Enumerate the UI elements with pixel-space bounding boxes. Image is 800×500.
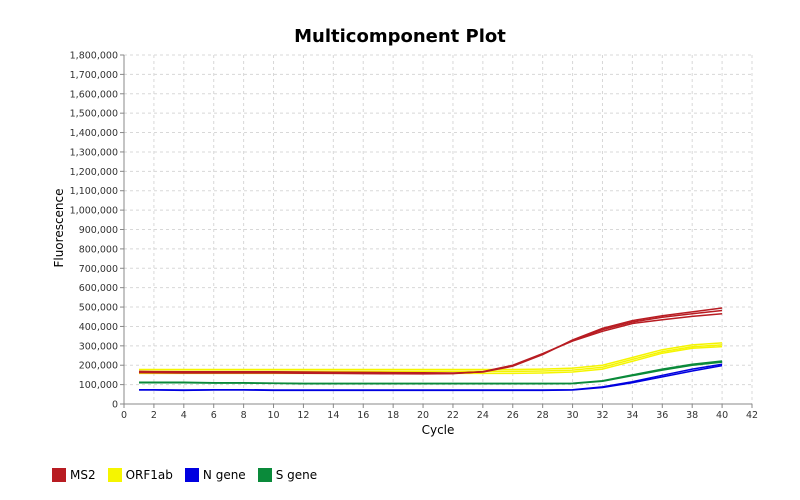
y-tick-label: 200,000 [79, 361, 118, 372]
series-line-s-gene [139, 361, 723, 385]
x-tick-label: 34 [626, 410, 638, 421]
x-tick-label: 38 [686, 410, 698, 421]
y-tick-label: 1,300,000 [70, 147, 118, 158]
y-tick-label: 300,000 [79, 341, 118, 352]
x-tick-label: 0 [121, 410, 127, 421]
y-tick-label: 400,000 [79, 322, 118, 333]
y-tick-label: 1,200,000 [70, 167, 118, 178]
x-axis-label: Cycle [422, 423, 455, 437]
y-tick-label: 900,000 [79, 225, 118, 236]
grid-lines [124, 54, 753, 404]
chart-legend: MS2 ORF1ab N gene S gene [52, 468, 317, 482]
legend-label: N gene [202, 468, 246, 482]
x-tick-label: 22 [447, 410, 459, 421]
x-tick-label: 30 [567, 410, 579, 421]
x-tick-label: 18 [387, 410, 399, 421]
y-tick-label: 500,000 [79, 303, 118, 314]
y-axis-label: Fluorescence [52, 188, 66, 267]
x-tick-label: 4 [181, 410, 187, 421]
y-tick-label: 800,000 [79, 244, 118, 255]
chart-title: Multicomponent Plot [294, 26, 506, 47]
y-tick-label: 0 [112, 400, 118, 411]
x-tick-label: 32 [596, 410, 608, 421]
y-tick-label: 1,800,000 [70, 51, 118, 62]
x-tick-label: 2 [151, 410, 157, 421]
y-tick-label: 100,000 [79, 380, 118, 391]
legend-label: ORF1ab [125, 468, 173, 482]
y-tick-label: 1,500,000 [70, 109, 118, 120]
y-tick-label: 1,600,000 [70, 89, 118, 100]
legend-item-s-gene: S gene [257, 468, 318, 482]
x-tick-label: 24 [477, 410, 489, 421]
x-tick-label: 26 [507, 410, 519, 421]
x-tick-label: 12 [297, 410, 309, 421]
x-tick-label: 42 [746, 410, 758, 421]
legend-item-n-gene: N gene [184, 468, 246, 482]
legend-swatch [257, 468, 272, 482]
x-axis-ticks: 0 2 4 6 8 10 12 14 16 18 20 22 24 26 28 30 32 34 36 38 40 42 [121, 404, 758, 421]
series-line-n-gene [139, 363, 723, 391]
x-tick-label: 10 [267, 410, 279, 421]
legend-label: S gene [275, 468, 318, 482]
y-tick-label: 600,000 [79, 283, 118, 294]
y-tick-label: 1,100,000 [70, 186, 118, 197]
y-tick-label: 1,000,000 [70, 206, 118, 217]
legend-item-orf1ab: ORF1ab [107, 468, 173, 482]
legend-item-ms2: MS2 [52, 468, 96, 482]
x-tick-label: 6 [211, 410, 217, 421]
y-axis-ticks: 0 100,000 200,000 300,000 400,000 500,000 600,… [70, 51, 124, 411]
x-tick-label: 28 [537, 410, 549, 421]
legend-label: MS2 [70, 468, 96, 482]
series-line-orf1ab [139, 344, 723, 373]
x-tick-label: 14 [327, 410, 339, 421]
y-tick-label: 1,700,000 [70, 70, 118, 81]
legend-swatch [52, 468, 66, 482]
legend-swatch [107, 468, 122, 482]
x-tick-label: 16 [357, 410, 369, 421]
legend-swatch [184, 468, 199, 482]
x-tick-label: 36 [656, 410, 668, 421]
series-lines [138, 307, 723, 392]
series-line-ms2 [138, 307, 723, 374]
y-tick-label: 1,400,000 [70, 128, 118, 139]
x-tick-label: 8 [241, 410, 247, 421]
series-line-orf1ab [139, 342, 723, 371]
series-line-ms2 [138, 309, 723, 375]
y-tick-label: 700,000 [79, 264, 118, 275]
x-tick-label: 40 [716, 410, 728, 421]
x-tick-label: 20 [417, 410, 429, 421]
